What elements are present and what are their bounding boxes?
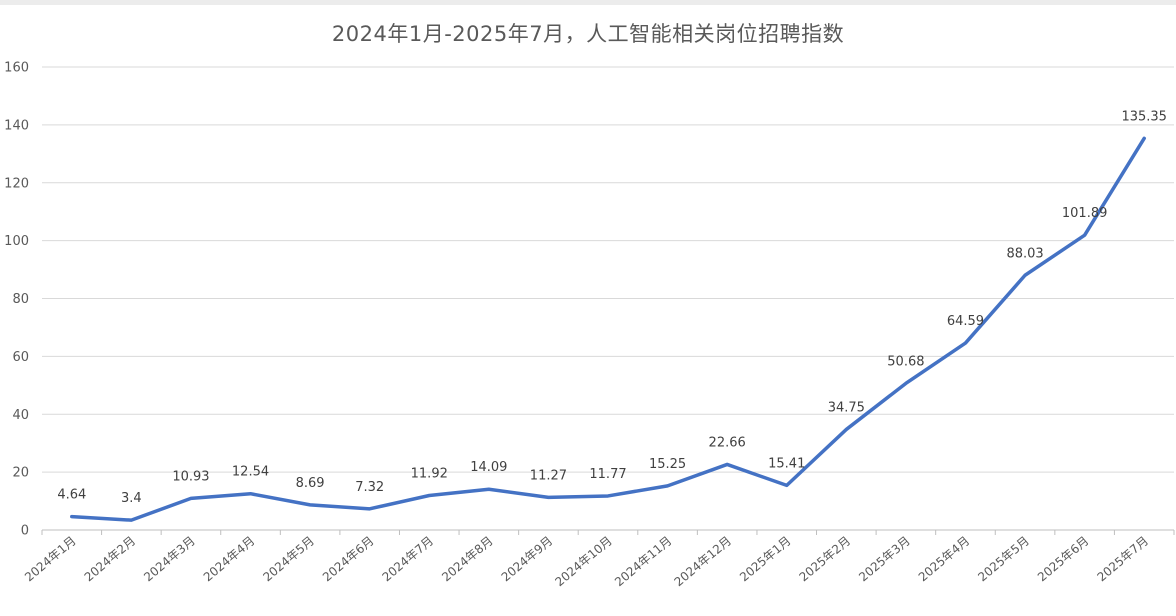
x-tick-label: 2024年6月 [320,534,377,585]
x-tick-label: 2024年8月 [439,534,496,585]
data-label: 8.69 [296,476,325,491]
data-label: 10.93 [172,469,209,484]
data-label: 14.09 [470,460,507,475]
data-label: 11.77 [589,467,626,482]
data-label: 3.4 [121,491,142,506]
x-tick-label: 2024年10月 [552,534,614,590]
x-tick-label: 2024年11月 [612,534,674,590]
x-tick-label: 2025年7月 [1095,534,1152,585]
y-tick-label: 120 [4,176,29,191]
y-tick-label: 100 [4,234,29,249]
x-tick-label: 2025年2月 [797,534,854,585]
x-tick-label: 2024年2月 [82,534,139,585]
data-label: 4.64 [57,488,86,503]
x-tick-label: 2024年4月 [201,534,258,585]
y-tick-label: 20 [12,466,29,481]
data-label: 64.59 [947,314,984,329]
x-tick-label: 2025年5月 [975,534,1032,585]
x-tick-label: 2024年3月 [141,534,198,585]
data-label: 34.75 [828,400,865,415]
data-label: 101.89 [1062,206,1108,221]
y-tick-label: 140 [4,118,29,133]
x-tick-label: 2025年1月 [737,534,794,585]
x-tick-label: 2024年9月 [499,534,556,585]
y-tick-label: 60 [12,350,29,365]
data-label: 15.41 [768,456,805,471]
series-line [70,136,1146,522]
x-tick-label: 2025年6月 [1035,534,1092,585]
y-tick-label: 80 [12,292,29,307]
y-tick-label: 160 [4,61,29,76]
data-label: 22.66 [709,435,746,450]
y-tick-label: 40 [12,408,29,423]
data-label: 50.68 [887,354,924,369]
data-label: 11.92 [411,467,448,482]
x-tick-label: 2024年1月 [22,534,79,585]
data-label: 88.03 [1006,246,1043,261]
data-label: 11.27 [530,468,567,483]
data-label: 7.32 [355,480,384,495]
x-tick-label: 2024年12月 [672,534,734,590]
data-label: 15.25 [649,457,686,472]
x-tick-label: 2025年4月 [916,534,973,585]
x-tick-label: 2025年3月 [856,534,913,585]
y-tick-label: 0 [21,524,29,539]
data-label: 12.54 [232,465,269,480]
x-tick-label: 2024年7月 [380,534,437,585]
chart-title: 2024年1月-2025年7月，人工智能相关岗位招聘指数 [331,22,845,46]
x-tick-label: 2024年5月 [260,534,317,585]
chart-top-border [0,0,1176,5]
data-label: 135.35 [1121,109,1167,124]
